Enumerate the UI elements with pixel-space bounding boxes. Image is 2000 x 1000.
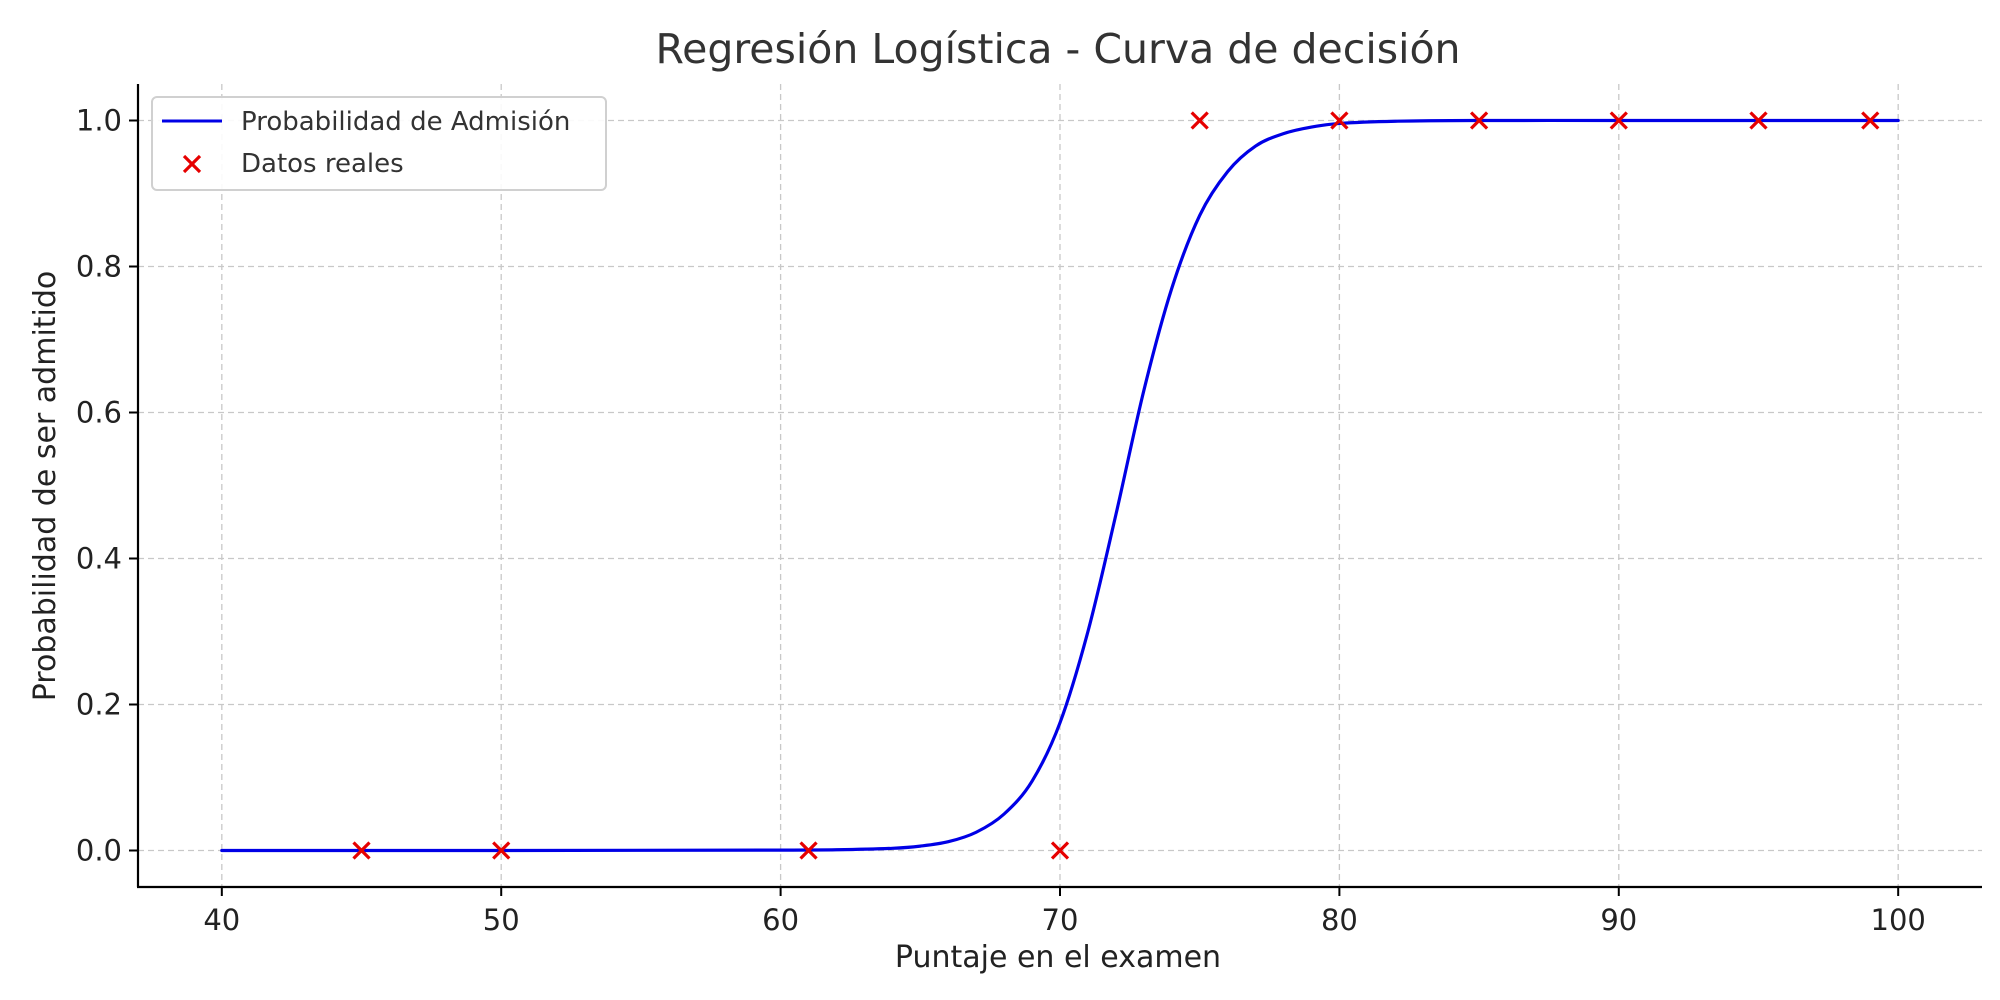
legend-x-swatch <box>182 154 202 174</box>
x-marker-stroke <box>1330 111 1349 130</box>
data-point <box>1469 111 1489 130</box>
x-marker-stroke <box>799 841 818 860</box>
x-tick-label: 80 <box>1321 903 1358 937</box>
data-point <box>1609 111 1628 130</box>
x-marker-stroke <box>352 841 371 860</box>
data-point <box>799 841 818 860</box>
x-marker-stroke <box>1190 111 1209 130</box>
x-marker-stroke <box>1050 841 1070 860</box>
probability-curve <box>220 118 1900 853</box>
x-tick-label: 40 <box>203 903 240 937</box>
x-tick-label: 70 <box>1042 903 1079 937</box>
ticks-layer: 40 50 60 70 80 90 100 0.0 0.2 0.4 0.6 0.8 1.0 <box>76 104 1926 938</box>
legend: Probabilidad de Admisión Datos reales <box>151 96 607 191</box>
series-layer <box>220 111 1900 860</box>
data-point <box>1861 111 1880 130</box>
y-tick-label: 0.8 <box>76 250 122 284</box>
data-point <box>492 841 511 860</box>
x-tick-label: 100 <box>1871 903 1926 937</box>
legend-label-probabilidad: Probabilidad de Admisión <box>241 107 570 137</box>
x-marker-stroke <box>1469 111 1489 130</box>
y-tick-label: 0.4 <box>76 542 122 576</box>
y-tick-label: 0.2 <box>76 688 122 722</box>
legend-label-datos-reales: Datos reales <box>241 149 404 179</box>
y-axis-label: Probabilidad de ser admitido <box>28 271 63 702</box>
y-tick-label: 0.6 <box>76 396 122 430</box>
data-point <box>352 841 371 860</box>
x-tick-label: 50 <box>483 903 520 937</box>
data-point <box>1190 111 1209 130</box>
legend-box <box>151 96 607 191</box>
data-point <box>1330 111 1349 130</box>
legend-x-marker <box>182 154 202 174</box>
x-marker-stroke <box>1861 111 1880 130</box>
data-point <box>1050 841 1070 860</box>
x-marker-stroke <box>1609 111 1628 130</box>
y-tick-label: 1.0 <box>76 104 122 138</box>
data-point <box>1749 111 1768 130</box>
x-marker-stroke <box>492 841 511 860</box>
x-axis-label: Puntaje en el examen <box>895 940 1221 975</box>
chart-title: Regresión Logística - Curva de decisión <box>655 25 1460 73</box>
y-tick-label: 0.0 <box>76 834 122 868</box>
x-marker-stroke <box>182 154 202 174</box>
x-tick-label: 60 <box>762 903 799 937</box>
x-tick-label: 90 <box>1600 903 1637 937</box>
x-marker-stroke <box>1749 111 1768 130</box>
